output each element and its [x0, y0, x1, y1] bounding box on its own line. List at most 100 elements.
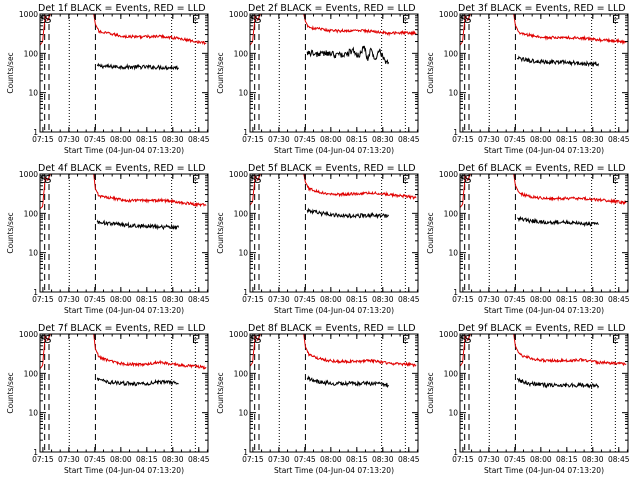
panel-title: Det 3f BLACK = Events, RED = LLD — [458, 3, 626, 14]
x-axis-label: Start Time (04-Jun-04 07:13:20) — [274, 306, 394, 315]
plot-frame — [249, 173, 419, 293]
detector-panel-6: Det 6f BLACK = Events, RED = LLD Start Ti… — [426, 163, 630, 315]
y-tick-label: 1 — [243, 288, 248, 297]
interval-marker-s: S — [40, 173, 47, 186]
y-tick-label: 1000 — [19, 330, 38, 339]
interval-marker-s: S — [250, 333, 257, 346]
x-tick-label: 07:45 — [294, 455, 316, 464]
y-tick-label: 1000 — [229, 170, 248, 179]
interval-marker-s: S — [254, 13, 261, 26]
x-tick-label: 08:00 — [530, 295, 552, 304]
x-axis-label: Start Time (04-Jun-04 07:13:20) — [64, 466, 184, 475]
x-axis-label: Start Time (04-Jun-04 07:13:20) — [274, 466, 394, 475]
interval-marker-s: S — [250, 173, 257, 186]
y-axis-label: Counts/sec — [6, 212, 15, 253]
y-tick-label: 1000 — [439, 10, 458, 19]
plot-frame — [39, 333, 209, 453]
y-tick-label: 1000 — [229, 10, 248, 19]
x-tick-label: 08:30 — [372, 455, 394, 464]
interval-marker-s: S — [44, 333, 51, 346]
series-events — [96, 219, 180, 231]
series-events — [516, 377, 600, 389]
interval-marker-s: S — [40, 333, 47, 346]
x-tick-label: 07:30 — [478, 135, 500, 144]
x-axis-label: Start Time (04-Jun-04 07:13:20) — [64, 306, 184, 315]
interval-marker-e: E — [402, 13, 409, 26]
x-tick-label: 08:30 — [372, 295, 394, 304]
interval-marker-s: S — [464, 333, 471, 346]
x-tick-label: 08:45 — [608, 295, 630, 304]
y-tick-label: 100 — [24, 49, 39, 58]
series-events — [517, 215, 599, 228]
series-lld — [250, 334, 417, 368]
x-axis-label: Start Time (04-Jun-04 07:13:20) — [484, 306, 604, 315]
x-axis-label: Start Time (04-Jun-04 07:13:20) — [64, 146, 184, 155]
x-tick-label: 08:15 — [556, 135, 578, 144]
x-tick-label: 07:15 — [242, 295, 264, 304]
y-tick-label: 10 — [238, 409, 248, 418]
plot-frame — [39, 13, 209, 133]
x-tick-label: 07:45 — [504, 295, 526, 304]
x-tick-label: 08:30 — [582, 135, 604, 144]
x-tick-label: 08:45 — [398, 135, 420, 144]
detector-panel-3: Det 3f BLACK = Events, RED = LLD Start Ti… — [426, 3, 630, 155]
x-tick-label: 08:00 — [110, 135, 132, 144]
x-tick-label: 07:45 — [294, 295, 316, 304]
y-axis-label: Counts/sec — [6, 52, 15, 93]
x-tick-label: 07:45 — [84, 295, 106, 304]
x-tick-label: 07:15 — [452, 295, 474, 304]
x-tick-label: 07:30 — [268, 295, 290, 304]
y-axis-label: Counts/sec — [216, 372, 225, 413]
detector-panel-1: Det 1f BLACK = Events, RED = LLD Start Ti… — [6, 3, 210, 155]
x-tick-label: 07:30 — [478, 455, 500, 464]
series-lld — [40, 334, 207, 370]
series-events — [96, 62, 179, 71]
interval-marker-e: E — [612, 13, 619, 26]
panel-title: Det 4f BLACK = Events, RED = LLD — [38, 163, 206, 174]
x-tick-label: 07:45 — [294, 135, 316, 144]
x-tick-label: 07:15 — [32, 295, 54, 304]
x-tick-label: 07:45 — [504, 455, 526, 464]
x-tick-label: 08:15 — [136, 295, 158, 304]
x-tick-label: 08:30 — [162, 295, 184, 304]
y-tick-label: 10 — [28, 89, 38, 98]
y-axis-label: Counts/sec — [426, 52, 435, 93]
series-lld — [460, 14, 627, 46]
interval-marker-s: S — [464, 173, 471, 186]
x-tick-label: 08:45 — [188, 135, 210, 144]
interval-marker-e: E — [402, 173, 409, 186]
interval-marker-s: S — [40, 13, 47, 26]
y-tick-label: 10 — [238, 249, 248, 258]
y-tick-label: 1 — [243, 128, 248, 137]
panel-title: Det 5f BLACK = Events, RED = LLD — [248, 163, 416, 174]
y-tick-label: 1 — [453, 128, 458, 137]
panel-title: Det 7f BLACK = Events, RED = LLD — [38, 323, 206, 334]
x-tick-label: 07:15 — [452, 455, 474, 464]
series-lld — [250, 14, 417, 46]
interval-marker-s: S — [460, 13, 467, 26]
y-tick-label: 1000 — [19, 170, 38, 179]
interval-marker-s: S — [460, 173, 467, 186]
x-tick-label: 07:15 — [452, 135, 474, 144]
x-tick-label: 08:30 — [582, 295, 604, 304]
plot-frame — [249, 13, 419, 133]
y-tick-label: 10 — [448, 249, 458, 258]
interval-marker-e: E — [402, 333, 409, 346]
x-tick-label: 08:45 — [398, 455, 420, 464]
plot-frame — [249, 333, 419, 453]
x-tick-label: 07:15 — [32, 135, 54, 144]
x-tick-label: 07:45 — [84, 455, 106, 464]
x-tick-label: 07:30 — [58, 135, 80, 144]
x-tick-label: 07:45 — [84, 135, 106, 144]
y-tick-label: 1 — [453, 288, 458, 297]
x-tick-label: 08:30 — [162, 135, 184, 144]
interval-marker-s: S — [254, 173, 261, 186]
x-tick-label: 08:15 — [136, 455, 158, 464]
y-tick-label: 1000 — [439, 170, 458, 179]
series-events — [306, 375, 390, 389]
y-tick-label: 1 — [33, 128, 38, 137]
interval-marker-e: E — [192, 173, 199, 186]
y-tick-label: 1000 — [229, 330, 248, 339]
plot-frame — [459, 173, 629, 293]
